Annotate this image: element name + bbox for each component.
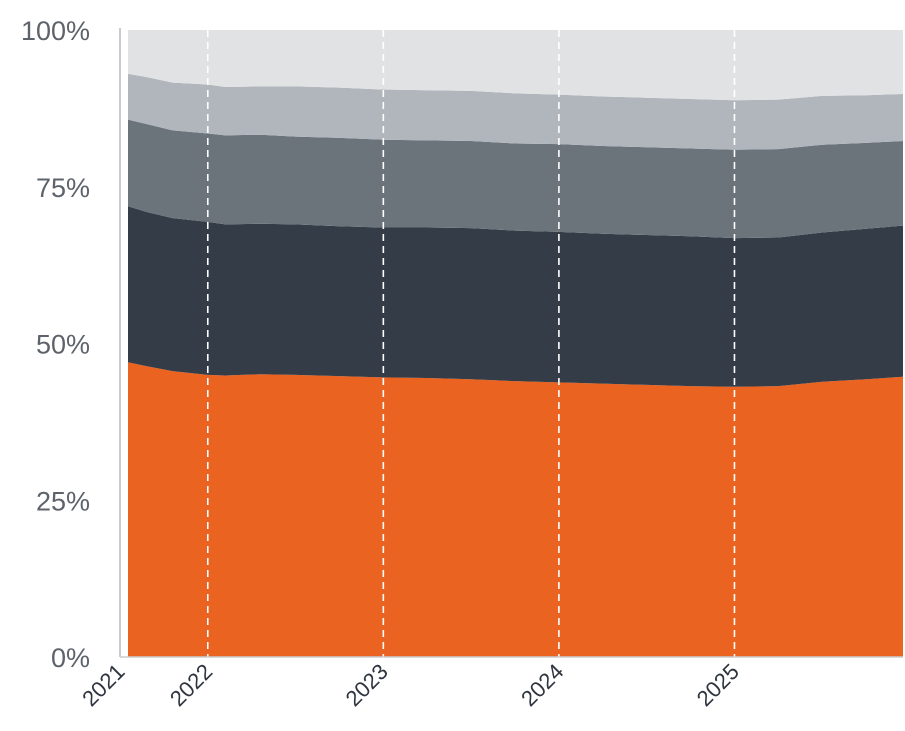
grid-layer bbox=[206, 30, 736, 657]
x-axis-ticks: 2021 2022 2023 2024 2025 bbox=[77, 659, 744, 711]
x-tick-label: 2024 bbox=[516, 659, 568, 711]
y-tick-label: 75% bbox=[36, 173, 90, 203]
x-tick-label: 2023 bbox=[341, 659, 393, 711]
x-tick-label: 2022 bbox=[165, 659, 217, 711]
area-series-4 bbox=[128, 73, 903, 150]
y-tick-label: 50% bbox=[36, 330, 90, 360]
y-tick-label: 0% bbox=[51, 643, 90, 673]
y-tick-label: 25% bbox=[36, 486, 90, 516]
y-axis-ticks: 0% 25% 50% 75% 100% bbox=[21, 16, 90, 673]
x-tick-label: 2025 bbox=[692, 659, 744, 711]
area-series-5 bbox=[128, 30, 903, 101]
area-series-2 bbox=[128, 206, 903, 387]
areas-layer bbox=[128, 30, 903, 657]
y-tick-label: 100% bbox=[21, 16, 90, 46]
area-series-3 bbox=[128, 119, 903, 239]
area-series-1 bbox=[128, 362, 903, 657]
